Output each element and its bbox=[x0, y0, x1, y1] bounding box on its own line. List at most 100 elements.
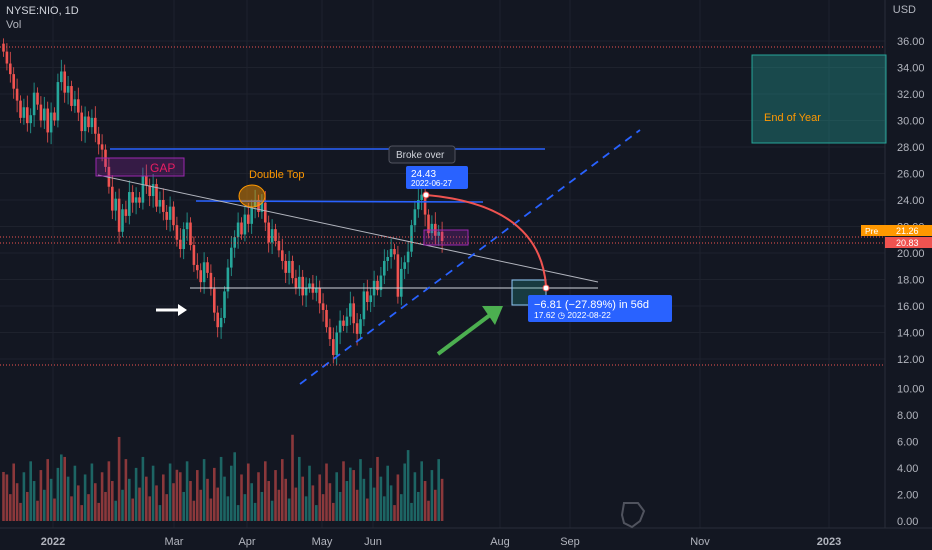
broke-over-label: Broke over bbox=[396, 150, 445, 161]
gap-box bbox=[95, 157, 185, 177]
volume-bar bbox=[437, 459, 440, 521]
candle-body bbox=[277, 241, 281, 251]
volume-bar bbox=[298, 456, 301, 521]
volume-bar bbox=[332, 502, 335, 521]
candle-body bbox=[318, 287, 321, 304]
candle-body bbox=[12, 74, 15, 89]
candle-body bbox=[349, 303, 352, 317]
volume-bar bbox=[355, 489, 359, 521]
volume-bar bbox=[213, 467, 216, 521]
volume-tick-label: 2.00 bbox=[897, 490, 918, 502]
candle-body bbox=[90, 117, 94, 128]
candle-body bbox=[403, 262, 406, 269]
volume-bar bbox=[60, 454, 63, 521]
candle-body bbox=[97, 133, 100, 145]
volume-bar bbox=[430, 470, 434, 521]
volume-bar bbox=[338, 491, 342, 521]
grid-lines bbox=[0, 0, 886, 528]
candle-body bbox=[413, 209, 417, 226]
candle-body bbox=[107, 166, 111, 187]
volume-bar bbox=[223, 476, 226, 521]
price-tick-label: 26.00 bbox=[897, 169, 925, 181]
symbol-label: NYSE:NIO, 1D bbox=[6, 5, 79, 17]
volume-bar bbox=[281, 459, 284, 521]
candle-body bbox=[301, 276, 304, 296]
volume-bar bbox=[396, 474, 400, 521]
volume-bar bbox=[80, 505, 83, 521]
volume-bar bbox=[66, 476, 70, 521]
volume-bar bbox=[345, 481, 349, 521]
pointer-hand-icon bbox=[620, 502, 646, 529]
volume-bar bbox=[209, 498, 213, 521]
volume-bar bbox=[104, 491, 107, 521]
candle-body bbox=[366, 291, 369, 303]
candle-body bbox=[77, 99, 80, 113]
volume-bar bbox=[243, 494, 247, 521]
candle-body bbox=[308, 283, 311, 288]
price-label-date: 2022-06-27 bbox=[411, 179, 452, 188]
volume-bar bbox=[100, 472, 104, 521]
end-of-year-box bbox=[751, 54, 887, 144]
arc-end-dot bbox=[542, 284, 550, 292]
candle-body bbox=[437, 231, 440, 236]
volume-bar bbox=[369, 467, 372, 521]
candle-body bbox=[400, 268, 403, 297]
candle-body bbox=[114, 198, 117, 211]
volume-bar bbox=[165, 494, 168, 521]
candle-body bbox=[189, 222, 192, 246]
price-axis[interactable]: 36.0034.0032.0030.0028.0026.0024.0022.00… bbox=[897, 36, 925, 366]
double-top-marker bbox=[238, 184, 266, 208]
candle-body bbox=[223, 291, 226, 318]
dashed-ascending-channel bbox=[299, 129, 641, 385]
candle-body bbox=[298, 276, 301, 288]
volume-bar bbox=[379, 476, 383, 521]
volume-bar bbox=[56, 467, 60, 521]
candle-body bbox=[32, 92, 36, 116]
candle-body bbox=[243, 214, 247, 235]
candle-body bbox=[260, 202, 264, 212]
volume-tick-label: 8.00 bbox=[897, 410, 918, 422]
volume-bar bbox=[308, 465, 311, 521]
time-axis[interactable]: 2022 Mar Apr May Jun Aug Sep Nov 2023 bbox=[0, 527, 932, 548]
volume-bar bbox=[179, 472, 182, 521]
measure-line2: 17.62 ◷ 2022-08-22 bbox=[534, 310, 611, 320]
candle-body bbox=[369, 295, 372, 303]
candle-body bbox=[148, 185, 151, 197]
volume-bar bbox=[359, 459, 362, 521]
candle-body bbox=[216, 312, 219, 328]
volume-bar bbox=[226, 496, 230, 521]
candle-body bbox=[393, 249, 396, 255]
volume-bar bbox=[230, 465, 233, 521]
volume-bar bbox=[434, 489, 437, 521]
volume-bar bbox=[155, 485, 158, 521]
volume-bar bbox=[389, 485, 393, 521]
candle-body bbox=[158, 200, 162, 207]
candle-body bbox=[131, 192, 134, 203]
candle-body bbox=[406, 251, 410, 263]
candle-body bbox=[162, 200, 165, 212]
candle-body bbox=[73, 99, 77, 106]
volume-bar bbox=[315, 505, 318, 521]
double-top-label: Double Top bbox=[249, 169, 304, 181]
candle-body bbox=[386, 256, 389, 261]
volume-label: Vol bbox=[6, 19, 22, 31]
volume-bar bbox=[117, 436, 121, 521]
candle-body bbox=[206, 262, 209, 273]
volume-bar bbox=[162, 474, 165, 521]
candle-body bbox=[417, 200, 420, 210]
volume-bar bbox=[175, 469, 179, 521]
volume-bar bbox=[77, 485, 80, 521]
volume-bar bbox=[342, 461, 345, 521]
volume-bar bbox=[417, 491, 420, 521]
volume-bar bbox=[46, 459, 49, 521]
volume-bar bbox=[311, 485, 315, 521]
candle-body bbox=[410, 225, 413, 252]
candle-body bbox=[247, 214, 250, 224]
volume-bar bbox=[277, 489, 281, 521]
candle-body bbox=[19, 100, 22, 118]
candle-body bbox=[128, 192, 131, 216]
price-tick-label: 16.00 bbox=[897, 301, 925, 313]
volume-axis: 10.00 8.00 6.00 4.00 2.00 0.00 bbox=[897, 384, 925, 529]
time-tick-label: 2022 bbox=[41, 536, 65, 548]
